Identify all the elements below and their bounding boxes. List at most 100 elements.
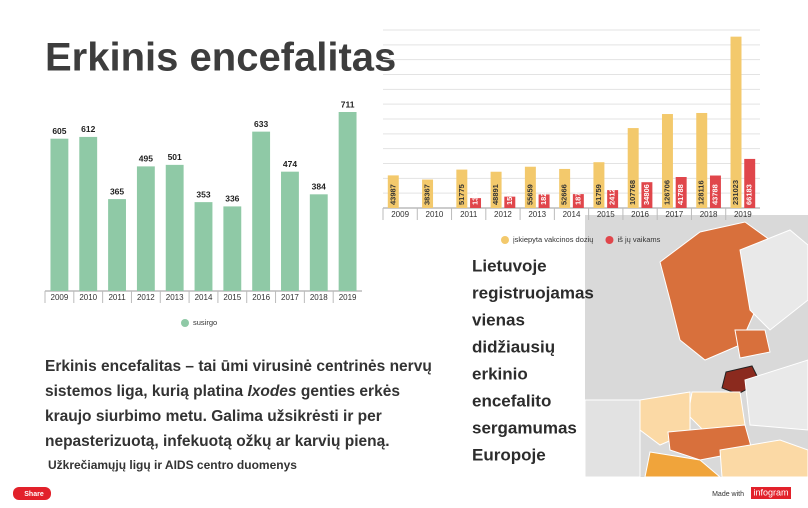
bar	[422, 179, 434, 208]
bar	[641, 182, 653, 208]
x-tick-label: 2013	[528, 210, 546, 219]
data-label: 711	[341, 99, 355, 109]
data-label: 48891	[491, 184, 500, 205]
data-label: 66183	[745, 184, 754, 205]
map-country	[739, 229, 808, 331]
data-label: 128116	[697, 180, 706, 205]
brand: infogram	[753, 487, 788, 497]
x-tick-label: 2017	[281, 293, 299, 302]
map-text: vienas	[472, 310, 525, 329]
bar	[504, 196, 516, 208]
x-tick-label: 2015	[223, 293, 241, 302]
map-text: Europoje	[472, 445, 546, 464]
brand-tag	[751, 487, 791, 499]
bar	[387, 175, 399, 208]
data-label: 365	[110, 186, 124, 196]
x-tick-label: 2019	[734, 210, 752, 219]
bar	[709, 175, 721, 208]
data-label: 612	[81, 124, 95, 134]
x-tick-label: 2010	[426, 210, 444, 219]
x-tick-label: 2012	[137, 293, 155, 302]
data-label: 15335	[505, 184, 514, 205]
x-tick-label: 2014	[195, 293, 213, 302]
data-label: 52666	[560, 184, 569, 205]
map-text: Lietuvoje	[472, 256, 547, 275]
bar	[730, 36, 742, 208]
map-text: sergamumas	[472, 418, 577, 437]
bar	[524, 166, 536, 208]
text: genties erkės kraujo siurbimo metu. Gali…	[45, 383, 400, 450]
bar	[675, 177, 687, 208]
data-label: 126706	[662, 180, 671, 205]
bar	[223, 206, 242, 291]
data-label: 43987	[388, 184, 397, 205]
data-label: 107768	[628, 180, 637, 205]
x-tick-label: 2011	[108, 293, 126, 302]
data-label: 501	[168, 152, 182, 162]
data-label: 61759	[594, 184, 603, 205]
x-tick-label: 2016	[252, 293, 270, 302]
bar	[338, 112, 357, 291]
map-text: registruojamas	[472, 283, 594, 302]
data-label: 13327	[471, 184, 480, 205]
data-label: 633	[254, 119, 268, 129]
map	[584, 215, 808, 478]
map-country	[719, 439, 808, 478]
data-label: 605	[52, 126, 66, 136]
made-with: Made with	[712, 491, 744, 498]
bar	[165, 164, 184, 291]
x-tick-label: 2013	[166, 293, 184, 302]
data-label: 18741	[573, 184, 582, 205]
legend-label: susirgo	[193, 318, 217, 327]
bar	[252, 131, 271, 291]
map-text: erkinio	[472, 364, 528, 383]
bar	[50, 138, 69, 291]
x-tick-label: 2011	[460, 210, 478, 219]
bar	[309, 194, 328, 291]
bar	[627, 128, 639, 208]
text: Erkinis encefalitas – tai ūmi virusinė c…	[45, 358, 432, 400]
bar	[696, 112, 708, 208]
bar	[108, 199, 126, 291]
data-label: 24129	[608, 184, 617, 205]
bar	[136, 166, 155, 291]
bar	[456, 169, 468, 208]
data-label: 41788	[676, 184, 685, 205]
bar	[607, 190, 619, 208]
source: Užkrečiamųjų ligų ir AIDS centro duomeny…	[48, 458, 297, 472]
x-tick-label: 2018	[310, 293, 328, 302]
bar	[79, 136, 98, 291]
map-country	[644, 451, 722, 478]
x-tick-label: 2016	[631, 210, 649, 219]
data-label: 55659	[525, 184, 534, 205]
title: Erkinis encefalitas	[45, 36, 396, 80]
data-label: 231023	[731, 180, 740, 205]
x-tick-label: 2010	[79, 293, 97, 302]
data-label: 336	[225, 194, 239, 204]
map-country	[734, 329, 771, 359]
map-country	[744, 359, 808, 431]
bar	[593, 162, 605, 208]
map-text: didžiausių	[472, 337, 555, 356]
legend-swatch	[501, 236, 509, 244]
legend-label: įskiepyta vakcinos dozių	[513, 235, 593, 244]
map-text: encefalito	[472, 391, 551, 410]
share-button[interactable]	[13, 487, 51, 500]
map-country	[584, 399, 641, 478]
x-tick-label: 2015	[597, 210, 615, 219]
share-label[interactable]: Share	[24, 491, 44, 498]
data-label: 353	[196, 189, 210, 199]
data-label: 51775	[457, 184, 466, 205]
data-label: 18271	[539, 184, 548, 205]
bar	[538, 194, 550, 208]
bar	[572, 194, 584, 208]
description: Erkinis encefalitas – tai ūmi virusinė c…	[45, 354, 445, 454]
legend-swatch	[181, 319, 189, 327]
bar	[559, 168, 571, 208]
bar	[490, 171, 502, 208]
x-tick-label: 2009	[391, 210, 409, 219]
legend-label: iš jų vaikams	[617, 235, 660, 244]
bar	[661, 114, 673, 208]
